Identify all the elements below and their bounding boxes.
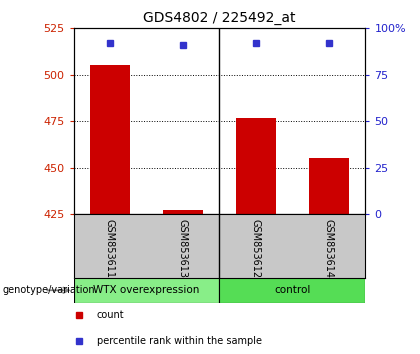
Text: GSM853612: GSM853612 — [251, 219, 261, 278]
Text: WTX overexpression: WTX overexpression — [93, 285, 200, 295]
Bar — [163, 210, 203, 214]
Text: count: count — [97, 310, 124, 320]
Title: GDS4802 / 225492_at: GDS4802 / 225492_at — [143, 11, 296, 24]
Text: control: control — [274, 285, 311, 295]
Bar — [90, 65, 130, 214]
Bar — [236, 118, 276, 214]
Bar — [74, 278, 220, 303]
Text: GSM853613: GSM853613 — [178, 219, 188, 278]
Bar — [220, 278, 365, 303]
Text: percentile rank within the sample: percentile rank within the sample — [97, 336, 262, 346]
Text: GSM853611: GSM853611 — [105, 219, 115, 278]
Text: GSM853614: GSM853614 — [324, 219, 334, 278]
Text: genotype/variation: genotype/variation — [2, 285, 95, 295]
Bar — [309, 158, 349, 214]
